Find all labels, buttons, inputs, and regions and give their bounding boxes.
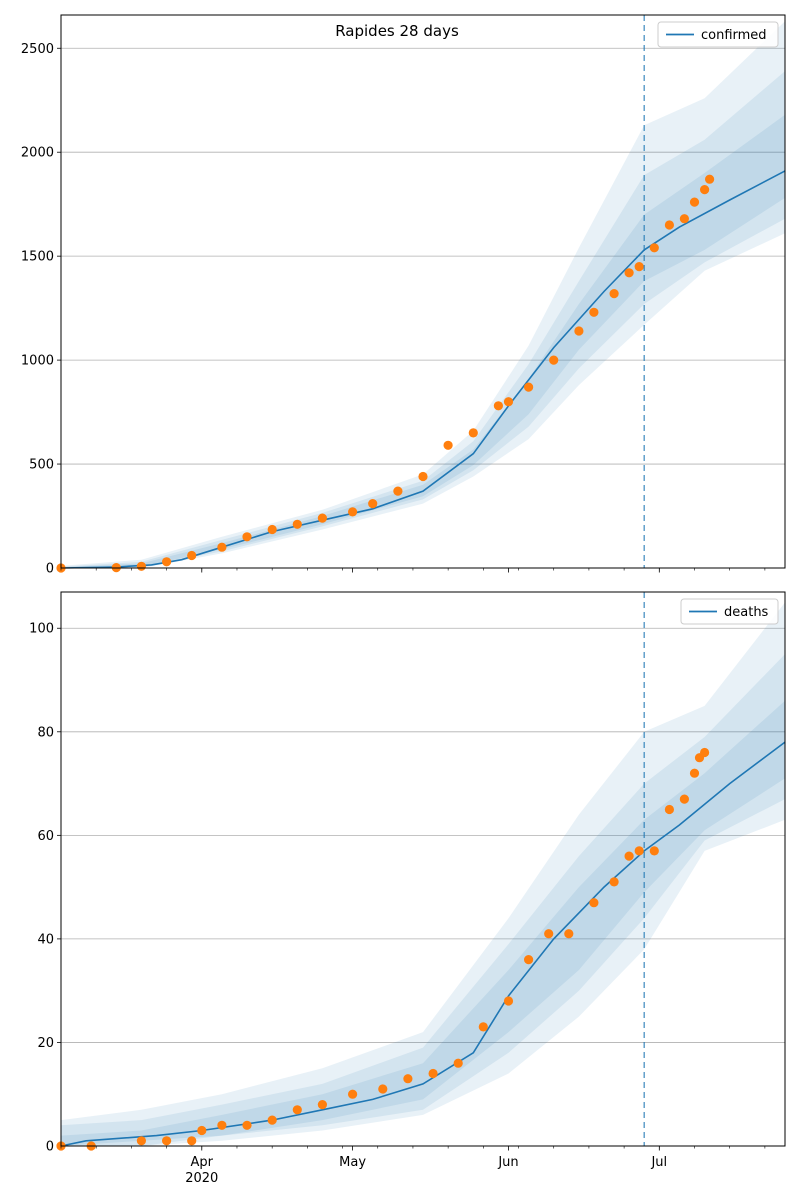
observed-point — [700, 185, 710, 195]
observed-point — [574, 326, 584, 336]
observed-point — [187, 550, 197, 561]
observed-point — [624, 268, 634, 278]
observed-point — [217, 542, 227, 552]
y-tick-label: 1000 — [21, 354, 54, 369]
observed-point — [524, 382, 534, 392]
x-tick-label: May — [339, 1155, 366, 1170]
observed-point — [503, 397, 514, 407]
observed-point — [348, 507, 358, 517]
observed-point — [564, 929, 574, 939]
legend-label: deaths — [724, 605, 769, 620]
observed-point — [503, 996, 514, 1006]
legend-label: confirmed — [701, 28, 767, 43]
confirmed-panel: 0 500 1000 1500 2000 2500 confirmed — [21, 14, 786, 577]
observed-point — [428, 1068, 438, 1079]
observed-point — [524, 955, 534, 965]
observed-point — [549, 355, 559, 365]
y-tick-label: 2500 — [21, 42, 54, 57]
observed-point — [348, 1089, 358, 1099]
observed-point — [478, 1022, 488, 1032]
observed-point — [136, 1136, 146, 1146]
observed-point — [544, 929, 554, 939]
y-tick-label: 0 — [46, 562, 54, 577]
observed-point — [468, 428, 478, 438]
x-tick-label: Jun — [497, 1155, 518, 1170]
y-tick-label: 1500 — [21, 250, 54, 265]
observed-point — [217, 1120, 227, 1130]
observed-point — [242, 1120, 252, 1130]
observed-point — [292, 519, 302, 529]
observed-point — [418, 471, 428, 482]
observed-point — [267, 524, 277, 535]
x-tick-label: Jul — [650, 1155, 667, 1170]
y-tick-label: 2000 — [21, 146, 54, 161]
observed-point — [242, 532, 252, 542]
observed-point — [453, 1058, 463, 1068]
confidence-band — [61, 602, 785, 1146]
observed-point — [292, 1105, 302, 1115]
model-line — [60, 741, 786, 1147]
observed-point — [700, 747, 710, 758]
y-tick-label: 60 — [37, 829, 54, 844]
observed-point — [634, 262, 644, 272]
observed-point — [609, 877, 619, 887]
observed-point — [443, 440, 453, 450]
observed-point — [689, 197, 700, 207]
observed-point — [493, 401, 503, 411]
observed-point — [609, 289, 619, 299]
observed-point — [689, 768, 700, 778]
observed-point — [664, 220, 675, 230]
observed-point — [187, 1136, 197, 1146]
observed-point — [267, 1115, 277, 1125]
plot-frame — [60, 14, 786, 569]
observed-point — [136, 561, 146, 571]
observed-point — [403, 1074, 413, 1084]
observed-point — [679, 794, 690, 804]
observed-point — [162, 557, 172, 567]
y-tick-label: 40 — [37, 932, 54, 947]
chart-title: Rapides 28 days — [335, 22, 459, 40]
observed-point — [378, 1084, 388, 1094]
observed-point — [589, 898, 599, 908]
legend-box — [680, 598, 779, 625]
observed-point — [393, 486, 403, 496]
observed-point — [679, 214, 690, 224]
legend-box — [657, 21, 779, 48]
observed-point — [317, 1100, 327, 1110]
deaths-panel: 0 20 40 60 80 100 Apr May Jun Jul 2020 deaths — [29, 591, 786, 1186]
confidence-band — [61, 21, 785, 568]
plot-frame — [60, 591, 786, 1147]
observed-point — [664, 804, 675, 815]
x-year-label: 2020 — [185, 1171, 218, 1186]
observed-point — [705, 174, 715, 184]
observed-point — [634, 846, 644, 856]
observed-point — [649, 243, 659, 253]
observed-point — [197, 1125, 207, 1136]
confidence-band — [61, 654, 785, 1146]
observed-point — [162, 1136, 172, 1146]
observed-point — [589, 307, 599, 317]
y-tick-label: 0 — [46, 1140, 54, 1155]
y-tick-label: 20 — [37, 1036, 54, 1051]
observed-point — [317, 513, 327, 523]
y-tick-label: 80 — [37, 725, 54, 740]
model-line — [60, 170, 786, 569]
y-tick-label: 500 — [29, 458, 54, 473]
y-tick-label: 100 — [29, 622, 54, 637]
observed-point — [624, 851, 634, 861]
x-tick-label: Apr — [191, 1155, 214, 1170]
observed-point — [368, 499, 378, 509]
observed-point — [649, 846, 659, 856]
